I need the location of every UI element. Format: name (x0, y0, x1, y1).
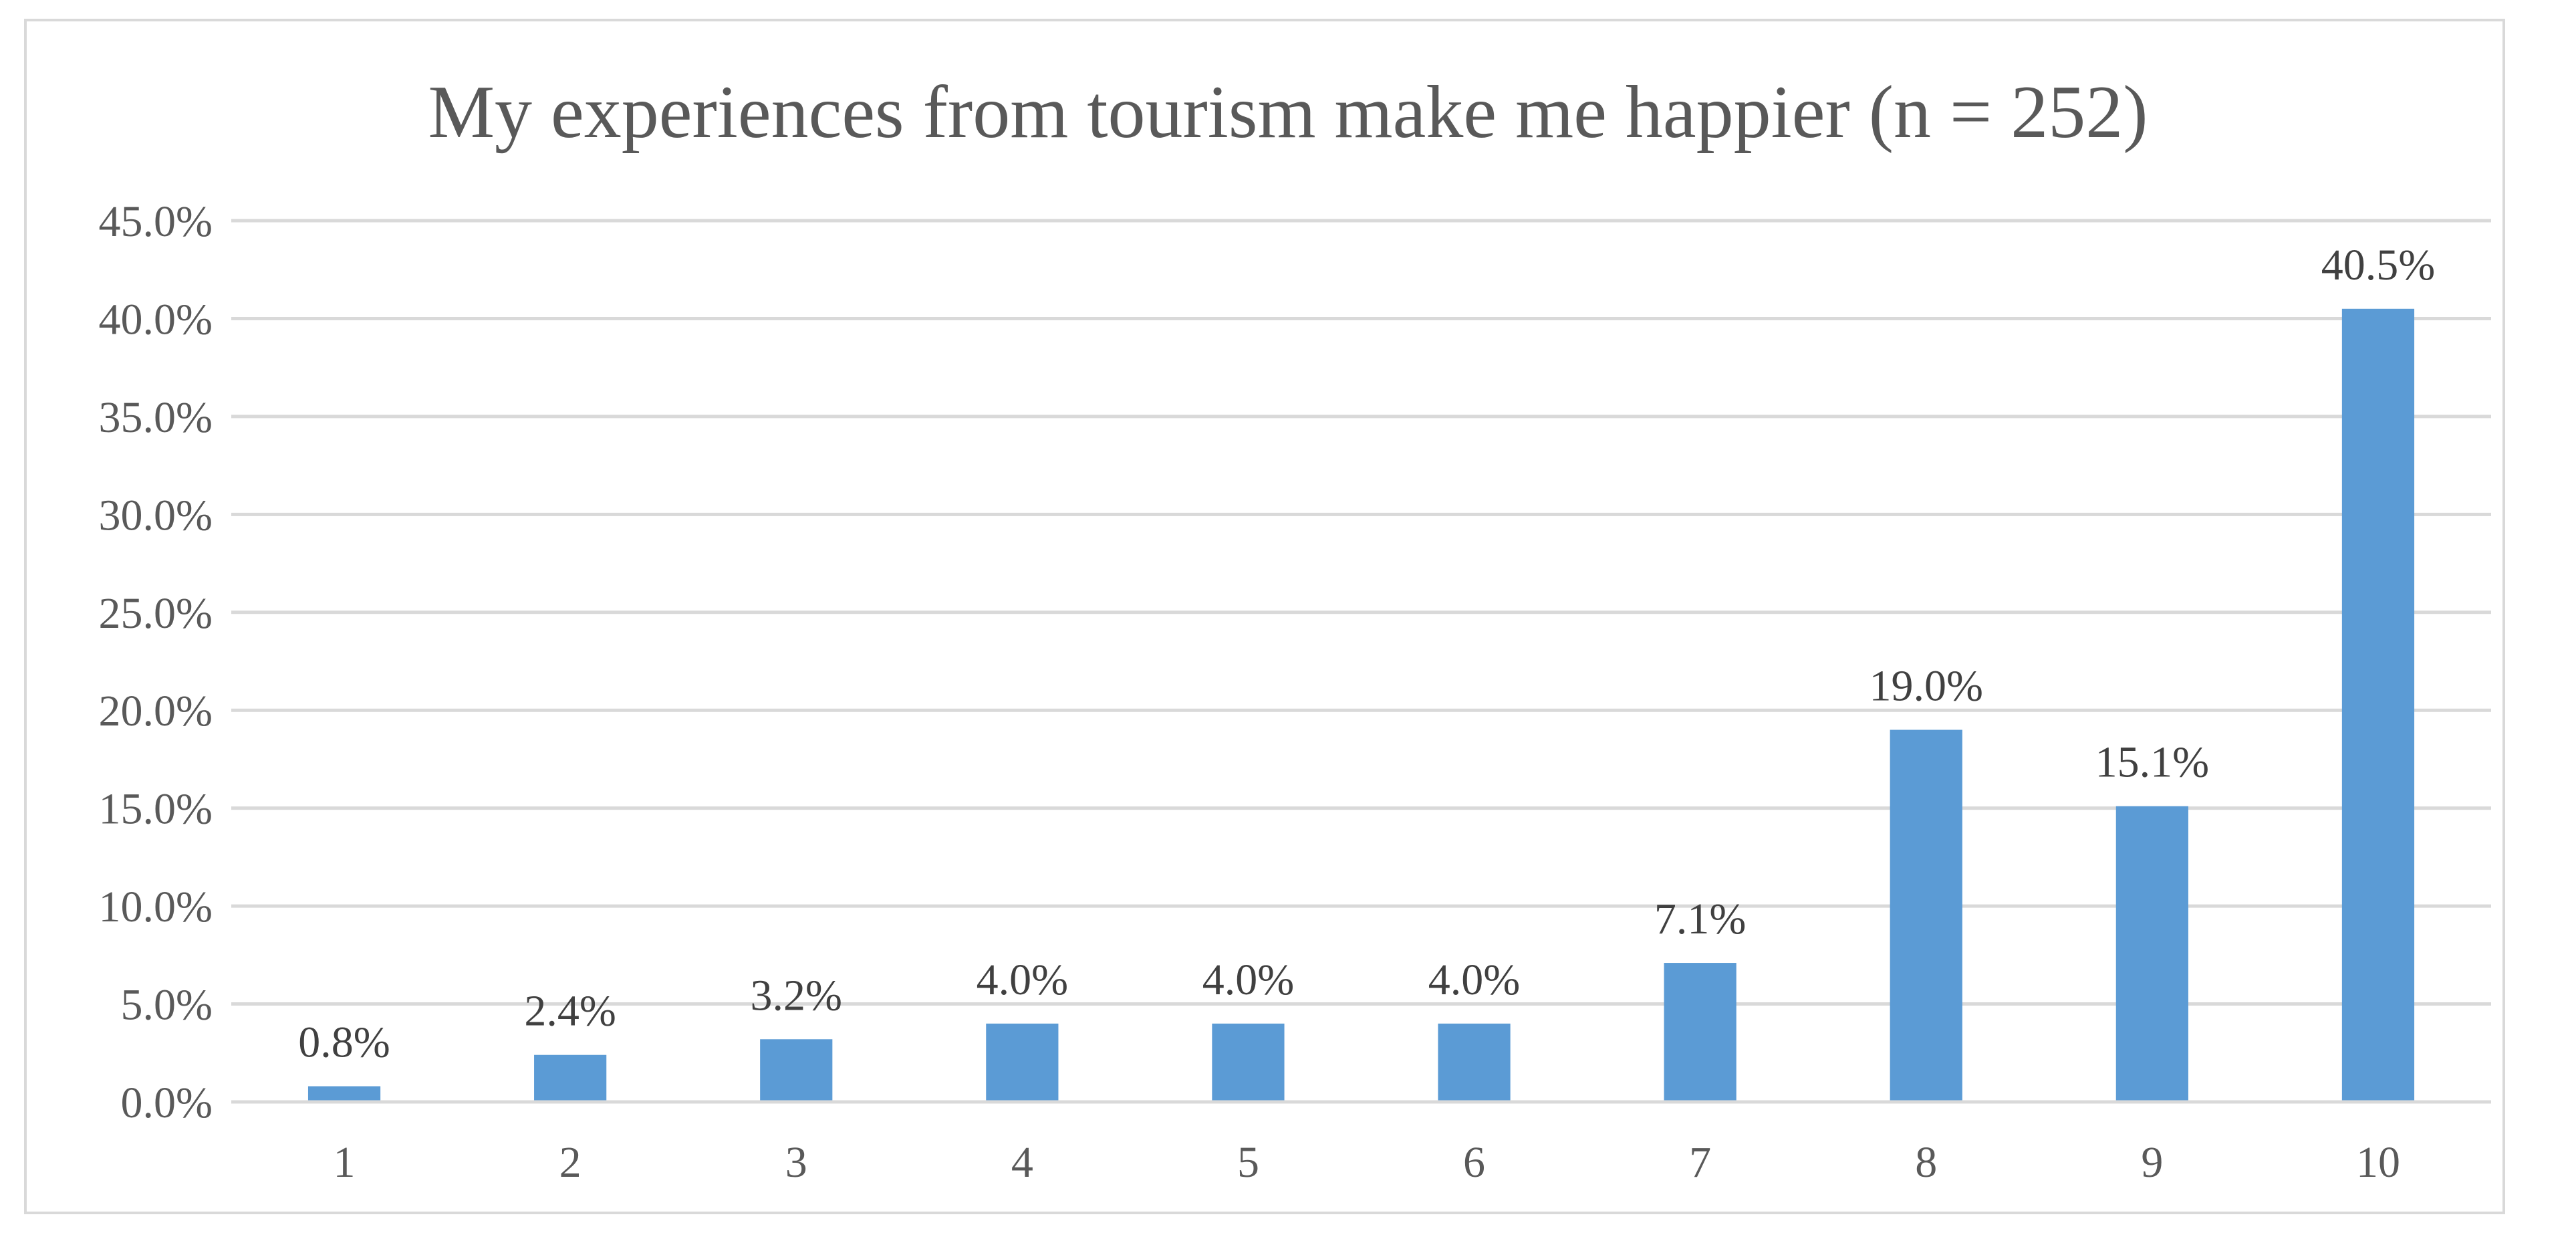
gridlines (231, 219, 2491, 1006)
x-tick-label: 3 (785, 1138, 807, 1187)
bar (760, 1039, 833, 1102)
bar (1664, 963, 1736, 1102)
y-tick-label: 35.0% (99, 393, 213, 442)
y-tick-label: 5.0% (121, 981, 213, 1030)
data-label: 4.0% (977, 955, 1068, 1004)
y-tick-label: 0.0% (121, 1079, 213, 1127)
chart-title: My experiences from tourism make me happ… (428, 71, 2148, 154)
y-tick-label: 25.0% (99, 589, 213, 638)
y-tick-label: 20.0% (99, 687, 213, 735)
y-axis-tick-labels: 0.0% 5.0% 10.0% 15.0% 20.0% 25.0% 30.0% 35.0% 40… (99, 197, 213, 1127)
data-label: 4.0% (1428, 955, 1520, 1004)
bar (1890, 729, 1962, 1102)
bar (2115, 806, 2188, 1102)
data-label: 15.1% (2095, 738, 2209, 787)
bars (307, 308, 2415, 1102)
y-tick-label: 10.0% (99, 883, 213, 931)
x-tick-label: 4 (1011, 1138, 1033, 1187)
y-tick-label: 15.0% (99, 785, 213, 834)
data-label: 0.8% (298, 1018, 390, 1067)
data-label: 3.2% (751, 971, 842, 1020)
bar (986, 1023, 1059, 1102)
x-tick-label: 8 (1915, 1138, 1937, 1187)
bar (534, 1054, 607, 1102)
data-label: 40.5% (2321, 241, 2435, 290)
bar (1438, 1023, 1511, 1102)
x-tick-label: 1 (334, 1138, 356, 1187)
x-tick-label: 2 (559, 1138, 582, 1187)
x-tick-label: 9 (2141, 1138, 2163, 1187)
x-tick-label: 7 (1689, 1138, 1711, 1187)
chart-frame (24, 19, 2505, 1214)
bar (2341, 308, 2415, 1102)
data-label: 2.4% (524, 987, 616, 1036)
bar (307, 1086, 381, 1102)
x-tick-label: 5 (1237, 1138, 1259, 1187)
y-tick-label: 45.0% (99, 197, 213, 246)
data-label: 4.0% (1202, 955, 1294, 1004)
y-tick-label: 40.0% (99, 295, 213, 344)
x-axis-tick-labels: 1 2 3 4 5 6 7 8 9 10 (334, 1138, 2400, 1187)
data-label: 7.1% (1654, 895, 1746, 943)
bar (1212, 1023, 1285, 1102)
x-tick-label: 6 (1463, 1138, 1485, 1187)
data-label: 19.0% (1870, 662, 1983, 711)
data-labels: 0.8% 2.4% 3.2% 4.0% 4.0% 4.0% 7.1% 19.0% 15.1% 40… (298, 241, 2435, 1067)
x-tick-label: 10 (2356, 1138, 2400, 1187)
y-tick-label: 30.0% (99, 491, 213, 540)
